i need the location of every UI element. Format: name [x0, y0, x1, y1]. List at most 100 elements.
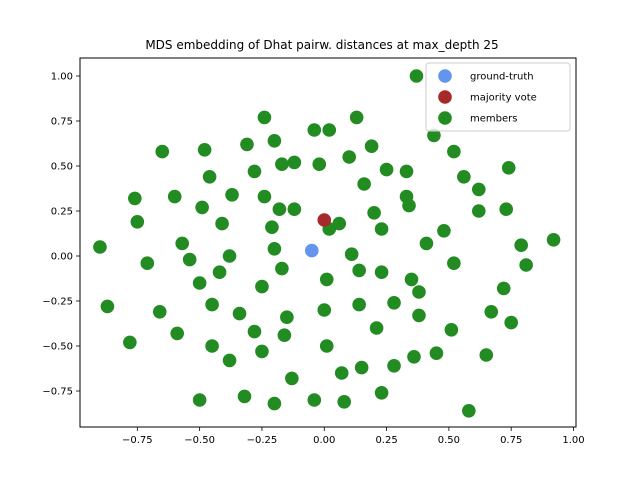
y-tick-label-4: 0.25: [51, 207, 73, 218]
point-members-95: [267, 396, 282, 411]
legend-marker-majority-vote: [438, 90, 452, 104]
point-members-4: [322, 123, 337, 137]
point-members-47: [93, 240, 107, 254]
point-members-36: [215, 216, 229, 231]
point-members-70: [280, 310, 294, 325]
point-members-86: [429, 346, 444, 361]
point-members-16: [501, 161, 516, 175]
point-members-76: [247, 324, 262, 339]
point-members-44: [267, 242, 282, 256]
point-members-75: [170, 326, 185, 341]
point-members-17: [247, 164, 262, 179]
point-members-96: [307, 393, 322, 407]
point-members-29: [195, 200, 209, 215]
point-members-52: [447, 256, 461, 271]
point-members-72: [412, 308, 426, 323]
x-tick-label-5: 0.50: [438, 435, 460, 446]
point-members-49: [344, 247, 359, 261]
point-members-80: [123, 335, 137, 350]
point-members-11: [447, 144, 461, 159]
x-tick-label-1: −0.50: [184, 435, 215, 446]
point-members-82: [255, 344, 269, 359]
y-tick-label-3: 0.00: [51, 252, 73, 263]
point-members-93: [374, 386, 389, 400]
data-points: [93, 69, 561, 418]
point-members-21: [457, 170, 471, 184]
point-members-18: [202, 170, 217, 184]
point-members-35: [130, 215, 145, 229]
point-members-60: [192, 276, 207, 290]
point-members-58: [319, 272, 334, 287]
legend-marker-members: [438, 111, 452, 125]
point-members-69: [232, 306, 247, 321]
point-members-88: [354, 360, 369, 375]
point-members-87: [479, 348, 494, 362]
point-members-68: [152, 305, 167, 319]
point-members-67: [387, 296, 401, 310]
point-members-19: [379, 162, 394, 177]
legend-box: [425, 62, 571, 132]
point-members-59: [404, 272, 419, 287]
point-members-46: [514, 238, 528, 252]
legend-label-ground-truth: ground-truth: [470, 72, 534, 83]
point-members-55: [275, 261, 289, 276]
point-members-8: [364, 139, 379, 153]
point-ground-truth-0: [305, 243, 319, 258]
point-members-73: [484, 305, 499, 319]
point-members-1: [257, 110, 272, 125]
point-members-30: [272, 202, 287, 216]
point-members-39: [265, 220, 279, 234]
point-members-50: [140, 256, 155, 271]
y-tick-label-1: −0.50: [42, 342, 73, 353]
point-members-61: [255, 279, 269, 294]
legend-label-members: members: [470, 114, 517, 125]
point-members-41: [374, 222, 389, 236]
point-members-32: [402, 198, 416, 213]
point-members-22: [357, 177, 371, 191]
point-members-15: [342, 150, 356, 164]
point-members-84: [222, 353, 237, 368]
x-tick-label-4: 0.25: [375, 435, 397, 446]
point-members-26: [225, 188, 239, 202]
point-members-6: [427, 128, 441, 143]
y-tick-label-2: −0.25: [42, 297, 73, 308]
point-members-34: [499, 202, 514, 216]
chart-title: MDS embedding of Dhat pairw. distances a…: [145, 38, 498, 52]
point-majority-vote-0: [317, 213, 332, 227]
point-members-92: [237, 389, 252, 404]
y-tick-label-0: −0.75: [42, 387, 73, 398]
point-members-74: [504, 315, 518, 330]
point-members-38: [367, 206, 381, 220]
point-members-37: [332, 216, 347, 231]
point-members-85: [407, 350, 421, 364]
point-members-77: [277, 328, 292, 343]
point-members-99: [546, 233, 561, 247]
point-members-65: [205, 297, 219, 312]
point-members-62: [412, 285, 426, 299]
x-tick-label-3: 0.00: [313, 435, 335, 446]
y-axis: −0.75 −0.50 −0.25 0.00 0.25 0.50 0.75 1.00: [42, 72, 80, 398]
point-members-42: [437, 224, 451, 238]
point-members-89: [387, 359, 401, 373]
point-members-64: [100, 299, 115, 314]
point-members-54: [212, 265, 227, 280]
x-tick-label-0: −0.75: [122, 435, 153, 446]
point-members-53: [519, 258, 533, 272]
x-tick-label-6: 0.75: [500, 435, 522, 446]
point-members-98: [462, 404, 476, 418]
point-members-94: [192, 393, 207, 407]
x-tick-label-7: 1.00: [562, 435, 584, 446]
point-members-79: [444, 323, 459, 337]
point-members-13: [275, 157, 289, 171]
point-members-5: [267, 134, 282, 148]
legend-marker-ground-truth: [438, 69, 452, 83]
point-members-14: [312, 157, 327, 171]
point-members-66: [352, 297, 366, 312]
point-members-90: [285, 371, 299, 386]
point-members-27: [257, 189, 272, 204]
point-members-33: [471, 204, 486, 218]
point-members-51: [182, 252, 197, 267]
point-members-48: [222, 249, 237, 263]
point-members-97: [337, 395, 352, 409]
